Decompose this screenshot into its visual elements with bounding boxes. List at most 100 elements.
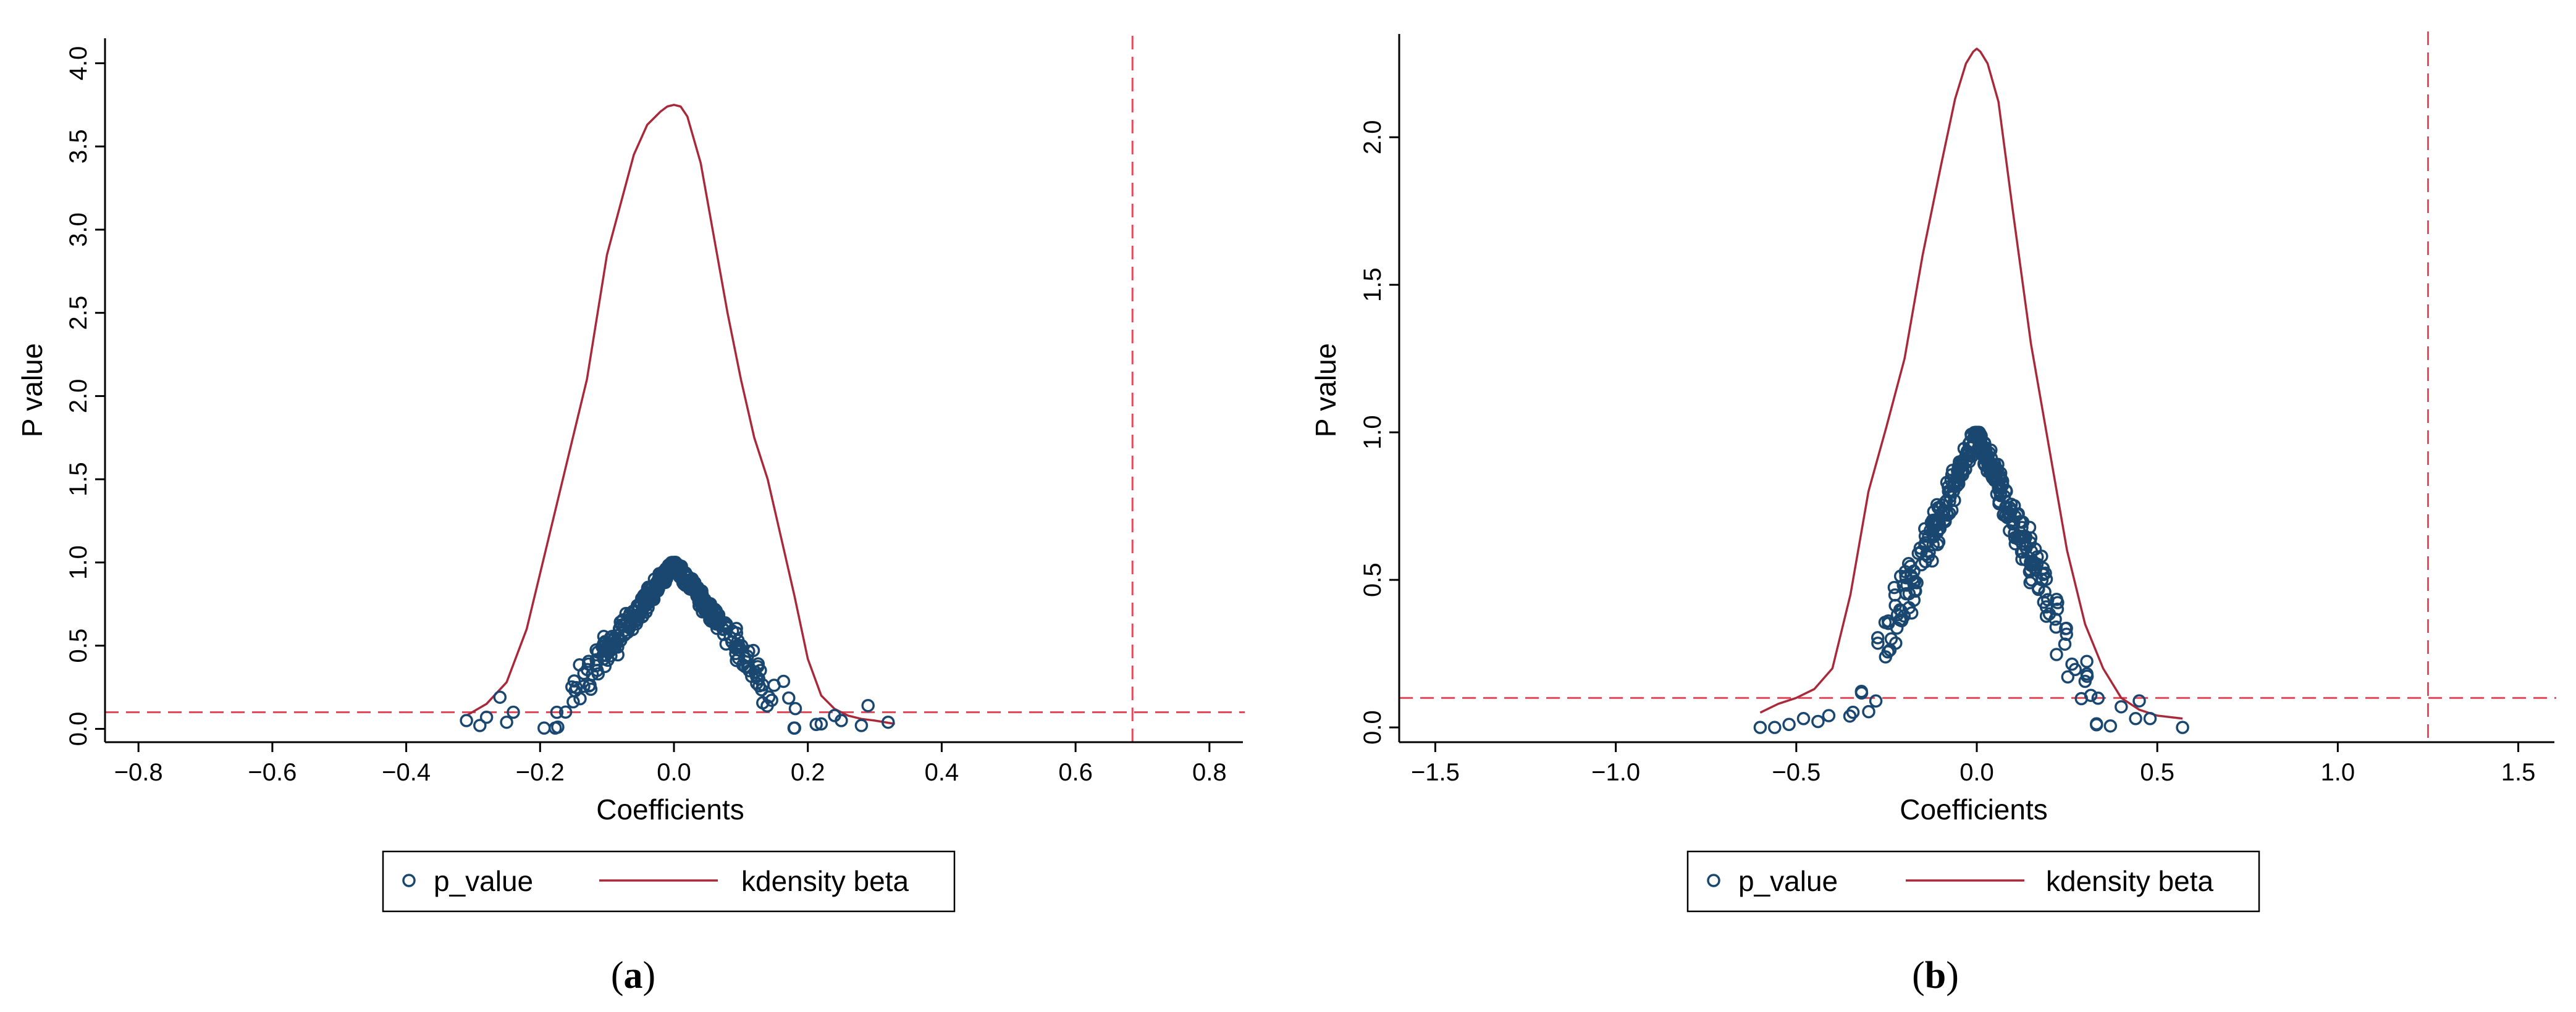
panel-b-p-value-point	[1878, 616, 1892, 629]
panel-a-p-value-point	[731, 634, 745, 648]
panel-b-p-value-point	[1822, 709, 1836, 722]
panel-a: −0.8 −0.6 −0.4 −0.2 0.0 0.2 0.4 0.6 0.8 0.0 0.5 1.0…	[16, 36, 1245, 997]
panel-b-p-value-point	[2080, 667, 2094, 681]
panel-b-caption-close: )	[1946, 955, 1959, 997]
panel-a-p-value-point	[473, 719, 487, 732]
panel-b-x-tick-label: −1.0	[1591, 759, 1640, 786]
panel-a-p-value-point	[507, 705, 520, 719]
panel-b-p-value-point	[1796, 712, 1811, 726]
panel-b-p-value-point	[1869, 694, 1883, 708]
panel-a-p-value-point	[637, 588, 650, 603]
panel-b-p-value-point	[2031, 581, 2045, 595]
panel-b-p-value-point	[1879, 650, 1893, 664]
panel-b-x-tick-label: 0.0	[1959, 759, 1994, 786]
panel-b-p-value-point	[2022, 565, 2037, 579]
panel-a-ticks: −0.8 −0.6 −0.4 −0.2 0.0 0.2 0.4 0.6 0.8 0.0 0.5 1.0…	[65, 46, 1227, 786]
panel-a-p-value-point	[493, 690, 507, 704]
panel-b-p-value-point	[1893, 613, 1907, 627]
panel-b-plot-area	[1399, 31, 2556, 742]
panel-b-y-tick-label: 0.0	[1359, 710, 1386, 745]
panel-b-p-value-point	[2014, 545, 2029, 559]
panel-a-p-value-point	[644, 581, 658, 595]
panel-a-p-value-point	[638, 594, 652, 608]
panel-b-p-value-point	[1843, 709, 1857, 723]
panel-b-legend-marker-icon	[1707, 874, 1720, 887]
panel-b-y-tick-label: 2.0	[1359, 120, 1386, 154]
panel-a-x-tick-label: 0.2	[791, 759, 825, 786]
panel-b-p-value-point	[2059, 622, 2073, 635]
panel-a-p-value-point	[767, 679, 781, 692]
panel-a-p-value-point	[741, 650, 754, 663]
svg-text:(b): (b)	[1912, 955, 1959, 997]
panel-b-p-value-point	[1932, 517, 1947, 531]
panel-b-p-value-point	[1905, 606, 1919, 620]
panel-b-p-value-point	[1945, 503, 1959, 517]
panel-b-x-tick-label: −1.5	[1411, 759, 1460, 786]
panel-a-p-value-point	[623, 619, 636, 633]
panel-b: −1.5 −1.0 −0.5 0.0 0.5 1.0 1.50.00.51.01.52.0 …	[1310, 31, 2556, 997]
panel-b-p-value-point	[2004, 498, 2018, 511]
panel-b-p-value-point	[1978, 437, 1992, 451]
svg-text:(a): (a)	[611, 955, 655, 997]
panel-a-p-value-point	[787, 721, 801, 735]
panel-b-ticks: −1.5 −1.0 −0.5 0.0 0.5 1.0 1.5 0.0 0.5 1.0 1.5 2.0	[1359, 120, 2535, 786]
panel-b-p-value-point	[1926, 554, 1939, 568]
panel-b-legend: p_value kdensity beta	[1686, 850, 2260, 913]
panel-a-p-value-point	[861, 698, 875, 713]
panel-b-y-tick-label: 1.5	[1359, 267, 1386, 302]
panel-b-p-value-point	[1854, 685, 1869, 698]
panel-a-y-tick-label: 3.0	[65, 212, 92, 247]
panel-b-p-value-point	[2029, 562, 2042, 577]
panel-b-p-value-points	[1753, 425, 2189, 734]
panel-b-p-value-point	[1782, 717, 1796, 732]
panel-b-x-axis-label: Coefficients	[1900, 793, 2048, 826]
panel-b-p-value-point	[2115, 700, 2128, 714]
panel-a-x-tick-label: 0.6	[1058, 759, 1093, 786]
panel-b-x-tick-label: −0.5	[1772, 759, 1820, 786]
panel-b-p-value-point	[1862, 705, 1875, 719]
panel-a-x-axis-label: Coefficients	[596, 793, 744, 826]
panel-a-p-value-points	[460, 556, 895, 735]
panel-b-p-value-point	[2018, 529, 2032, 543]
panel-b-p-value-point	[2084, 688, 2098, 702]
panel-b-p-value-point	[1846, 705, 1860, 719]
panel-b-p-value-point	[2132, 694, 2146, 708]
panel-a-plot-area	[105, 36, 1245, 742]
panel-b-y-tick-label: 1.0	[1359, 415, 1386, 450]
panel-a-legend-label-kdensity: kdensity beta	[741, 865, 909, 897]
panel-b-p-value-point	[2051, 596, 2065, 609]
panel-a-caption: (a)	[611, 955, 655, 997]
panel-b-p-value-point	[1884, 632, 1898, 646]
panel-b-caption-open: (	[1912, 955, 1925, 997]
panel-a-p-value-point	[814, 717, 828, 731]
panel-b-p-value-point	[2039, 572, 2053, 586]
panel-a-p-value-point	[537, 721, 551, 735]
panel-a-p-value-point	[659, 562, 673, 575]
panel-b-p-value-point	[1753, 721, 1767, 734]
panel-a-x-tick-label: 0.4	[925, 759, 959, 786]
panel-a-p-value-point	[500, 715, 513, 729]
panel-a-p-value-point	[835, 714, 848, 727]
panel-b-p-value-point	[1811, 714, 1825, 729]
panel-b-p-value-point	[1983, 462, 1997, 476]
panel-b-p-value-point	[1943, 484, 1958, 498]
panel-a-p-value-point	[566, 695, 580, 709]
panel-b-p-value-point	[2143, 712, 2157, 726]
panel-b-p-value-point	[1937, 506, 1951, 520]
panel-a-axes	[104, 38, 1243, 743]
panel-b-axes	[1398, 34, 2554, 743]
panel-a-p-value-point	[782, 691, 796, 705]
panel-b-p-value-point	[1904, 569, 1918, 582]
panel-b-p-value-point	[2061, 670, 2075, 684]
panel-a-x-tick-label: −0.4	[382, 759, 431, 786]
panel-a-p-value-point	[693, 593, 707, 607]
panel-a-p-value-point	[583, 678, 597, 692]
panel-a-kdensity-line	[466, 104, 895, 726]
panel-b-p-value-point	[1887, 580, 1901, 595]
panel-a-p-value-point	[479, 710, 494, 724]
panel-a-p-value-point	[460, 714, 473, 727]
panel-a-p-value-point	[725, 624, 739, 638]
panel-b-y-tick-label: 0.5	[1359, 562, 1386, 597]
panel-b-p-value-point	[2068, 663, 2082, 677]
panel-a-p-value-point	[558, 705, 573, 719]
